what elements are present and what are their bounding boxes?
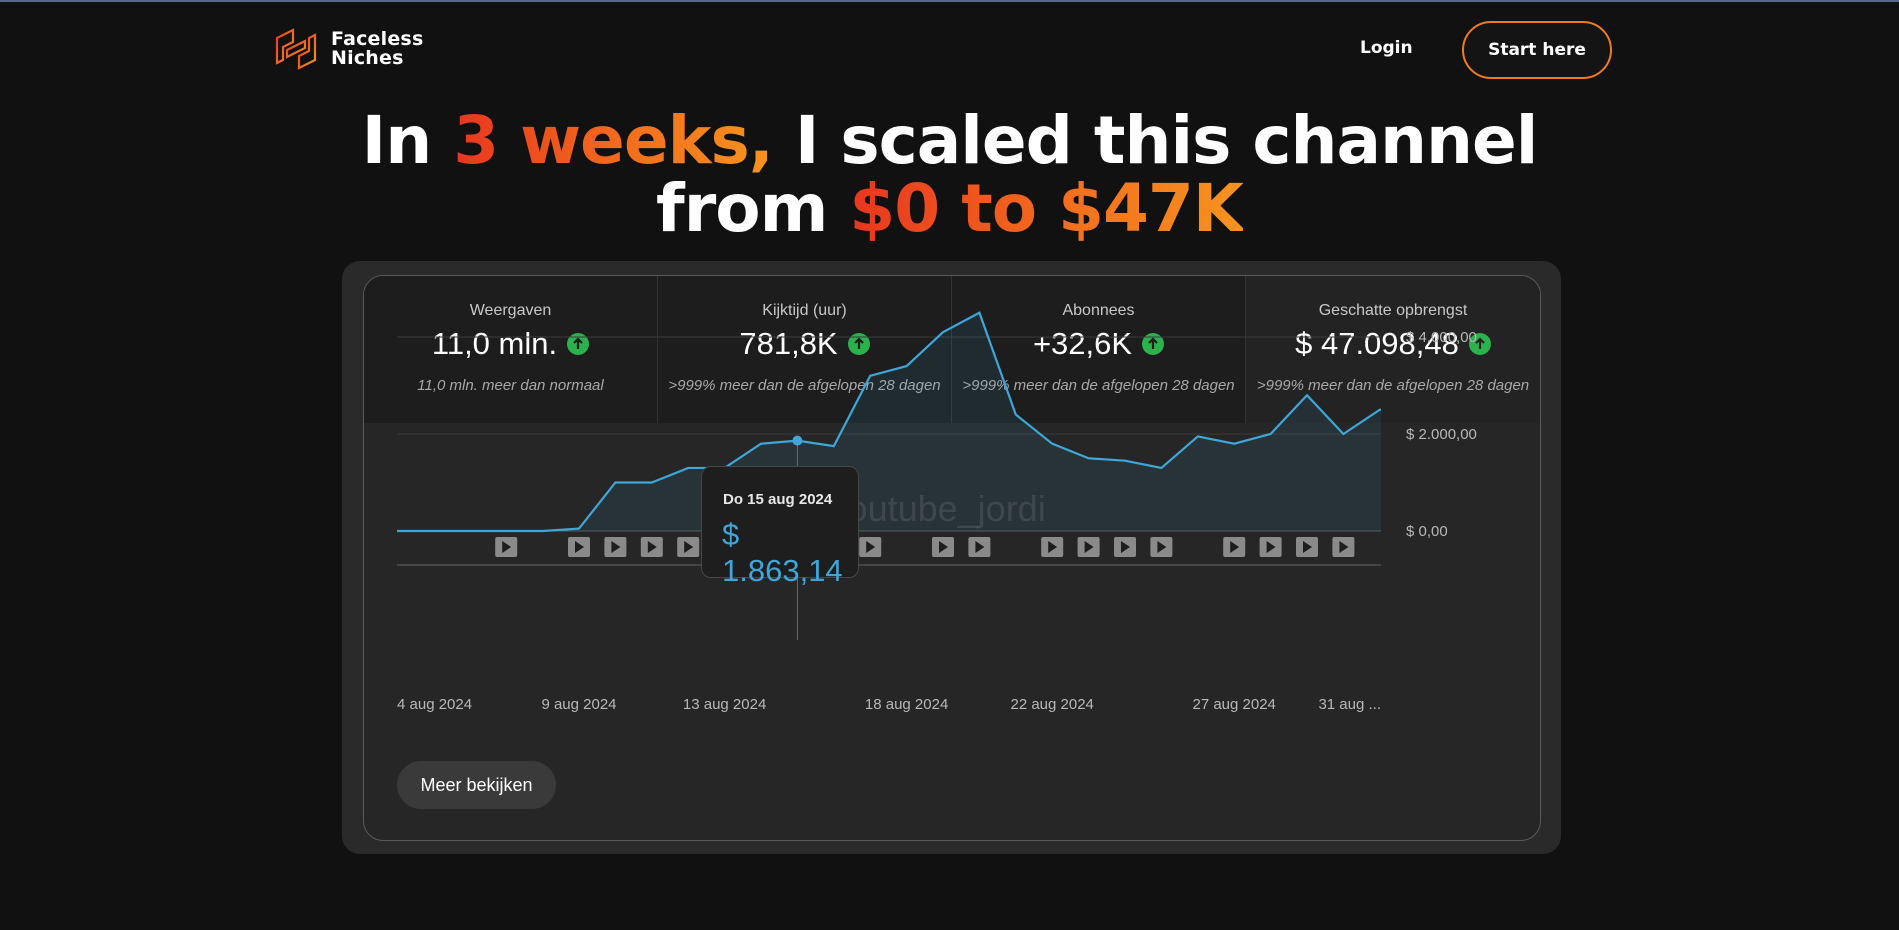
logo[interactable]: Faceless Niches — [273, 28, 423, 70]
video-marker-icon[interactable] — [1077, 537, 1100, 557]
arrow-up-icon — [567, 333, 590, 355]
top-nav: Faceless Niches Login Start here — [0, 2, 1899, 98]
metric-watch-time[interactable]: Kijktijd (uur) 781,8K >999% meer dan de … — [658, 276, 952, 423]
headline-line-1: In 3 weeks, I scaled this channel — [0, 107, 1899, 175]
tooltip-value: $ 1.863,14 — [722, 517, 843, 588]
video-marker-icon[interactable] — [1041, 537, 1064, 557]
x-tick-label: 4 aug 2024 — [397, 696, 472, 713]
metric-value-text: +32,6K — [1032, 326, 1133, 361]
metric-value: 781,8K — [658, 326, 951, 362]
y-tick-label: $ 0,00 — [1406, 523, 1448, 540]
metric-revenue[interactable]: Geschatte opbrengst $ 47.098,48 >999% me… — [1246, 276, 1540, 423]
metric-sub: >999% meer dan de afgelopen 28 dagen — [668, 377, 941, 394]
metric-subscribers[interactable]: Abonnees +32,6K >999% meer dan de afgelo… — [952, 276, 1246, 423]
video-marker-icon[interactable] — [677, 537, 700, 557]
chart-tooltip: Do 15 aug 2024 $ 1.863,14 — [701, 466, 859, 588]
logo-line-1: Faceless — [331, 28, 424, 50]
tooltip-date: Do 15 aug 2024 — [723, 491, 833, 508]
video-marker-icon[interactable] — [604, 537, 627, 557]
highlight-point — [792, 435, 803, 446]
x-tick-label: 13 aug 2024 — [683, 696, 766, 713]
metric-label: Geschatte opbrengst — [1318, 302, 1468, 319]
headline-accent: 3 weeks, — [453, 102, 774, 179]
x-tick-label: 18 aug 2024 — [865, 696, 948, 713]
video-marker-icon[interactable] — [859, 537, 882, 557]
video-marker-icon[interactable] — [1259, 537, 1282, 557]
video-marker-icon[interactable] — [495, 537, 518, 557]
video-marker-icon[interactable] — [968, 537, 991, 557]
logo-line-2: Niches — [331, 47, 404, 69]
x-tick-label: 31 aug ... — [1318, 696, 1381, 713]
y-tick-label: $ 2.000,00 — [1406, 426, 1477, 443]
headline-line-2: from $0 to $47K — [0, 175, 1899, 243]
metric-value-text: 781,8K — [739, 326, 838, 361]
video-marker-icon[interactable] — [640, 537, 663, 557]
y-tick-label: $ 4.000,00 — [1406, 329, 1477, 346]
headline-text: from — [656, 170, 850, 247]
metric-sub: >999% meer dan de afgelopen 28 dagen — [962, 377, 1235, 394]
see-more-button[interactable]: Meer bekijken — [397, 761, 556, 809]
video-marker-icon[interactable] — [568, 537, 590, 557]
arrow-up-icon — [1142, 333, 1165, 355]
metric-value: +32,6K — [952, 326, 1245, 362]
metrics-row: Weergaven 11,0 mln. 11,0 mln. meer dan n… — [364, 276, 1540, 423]
video-marker-icon[interactable] — [1114, 537, 1136, 557]
start-here-button[interactable]: Start here — [1462, 21, 1612, 79]
x-tick-label: 22 aug 2024 — [1010, 696, 1093, 713]
analytics-card: Weergaven 11,0 mln. 11,0 mln. meer dan n… — [363, 275, 1541, 841]
metric-value-text: 11,0 mln. — [431, 326, 558, 361]
metric-value: 11,0 mln. — [364, 326, 657, 362]
metric-sub: >999% meer dan de afgelopen 28 dagen — [1256, 377, 1530, 394]
x-tick-label: 9 aug 2024 — [541, 696, 616, 713]
metric-value: $ 47.098,48 — [1246, 326, 1540, 362]
headline-text: I scaled this channel — [772, 102, 1539, 179]
metric-label: Abonnees — [1062, 302, 1135, 319]
logo-icon — [275, 28, 317, 70]
video-marker-icon[interactable] — [1332, 537, 1355, 557]
video-marker-icon[interactable] — [1296, 537, 1318, 557]
logo-text: Faceless Niches — [331, 30, 423, 68]
revenue-line — [397, 311, 1381, 533]
metric-value-text: $ 47.098,48 — [1295, 326, 1459, 361]
hero-headline: In 3 weeks, I scaled this channel from $… — [0, 107, 1899, 243]
video-marker-icon[interactable] — [1150, 537, 1173, 557]
arrow-up-icon — [1468, 333, 1491, 355]
video-marker-icon[interactable] — [1223, 537, 1246, 557]
metric-sub: 11,0 mln. meer dan normaal — [417, 377, 604, 394]
headline-text: In — [361, 102, 454, 179]
revenue-chart[interactable]: $ 0,00$ 2.000,00$ 4.000,00$ 6.000,00@you… — [364, 276, 1541, 841]
arrow-up-icon — [847, 333, 870, 355]
headline-accent: $0 to $47K — [849, 170, 1244, 247]
metric-label: Weergaven — [469, 302, 552, 319]
revenue-area — [397, 312, 1381, 531]
metric-views[interactable]: Weergaven 11,0 mln. 11,0 mln. meer dan n… — [364, 276, 658, 423]
metric-label: Kijktijd (uur) — [762, 302, 847, 319]
x-tick-label: 27 aug 2024 — [1192, 696, 1275, 713]
video-marker-icon[interactable] — [932, 537, 954, 557]
login-link[interactable]: Login — [1360, 38, 1413, 58]
